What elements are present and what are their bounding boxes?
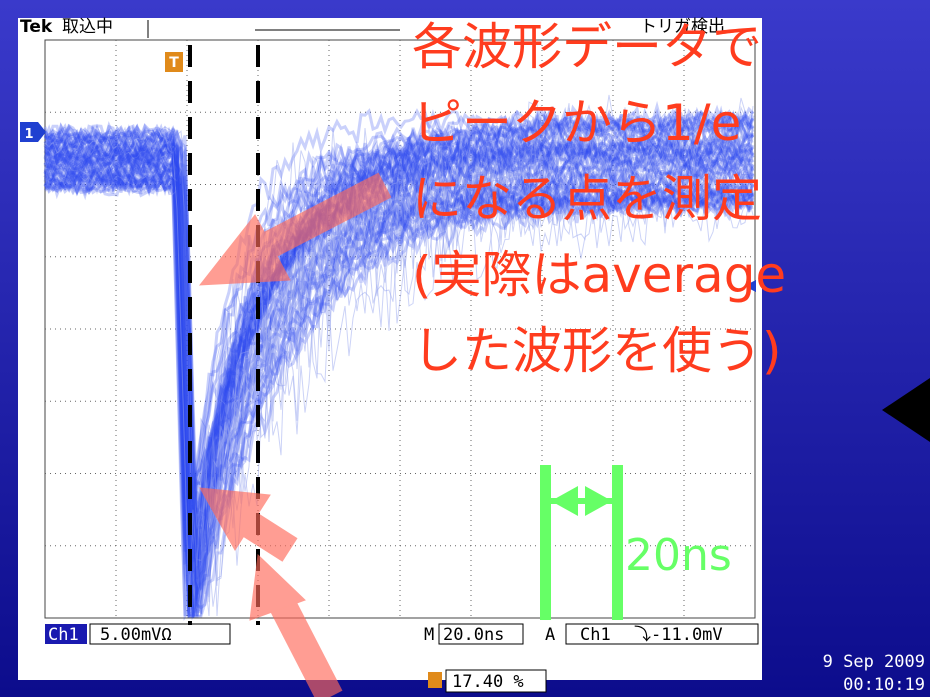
- trigger-marker-label: T: [169, 55, 179, 71]
- status: 取込中: [62, 17, 113, 37]
- trigger-channel: Ch1: [580, 625, 611, 645]
- time-prefix: M: [424, 625, 434, 645]
- trigger-position-icon: [428, 672, 442, 688]
- time: 00:10:19: [843, 675, 925, 695]
- scale: 5.00mVΩ: [100, 625, 172, 645]
- slide: Tek 取込中 トリガ検出 T 1 Ch1 5.00mVΩ M 20.0ns A…: [0, 0, 930, 697]
- page: {"header": {"brand": "Tek", "status": "取…: [0, 0, 930, 697]
- date: 9 Sep 2009: [823, 652, 925, 672]
- annotation-line: 各波形データで: [412, 18, 762, 76]
- channel: Ch1: [48, 625, 79, 645]
- annotation-line: (実際はaverage: [412, 246, 786, 304]
- annotation-line: になる点を測定: [412, 170, 762, 228]
- bracket-bar: [540, 465, 551, 620]
- time-scale: 20.0ns: [443, 625, 504, 645]
- trigger-level: ⤵-11.0mV: [634, 625, 723, 645]
- trigger-position: 17.40 %: [452, 672, 524, 692]
- annotation-line: した波形を使う): [412, 322, 782, 380]
- brand: Tek: [20, 17, 53, 37]
- scale-label: 20ns: [625, 530, 732, 581]
- bracket-bar: [612, 465, 623, 620]
- annotation-line: ピークから1/e: [412, 94, 741, 152]
- trigger-source-prefix: A: [545, 625, 555, 645]
- channel-marker-label: 1: [24, 127, 33, 142]
